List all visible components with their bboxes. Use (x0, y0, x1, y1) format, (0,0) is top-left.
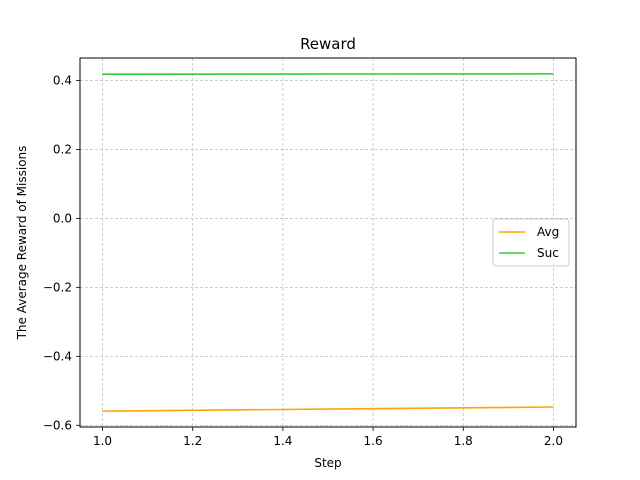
y-tick-label: 0.2 (53, 142, 72, 156)
chart-title: Reward (300, 35, 356, 53)
x-tick-label: 1.8 (454, 434, 473, 448)
x-tick-label: 1.6 (364, 434, 383, 448)
x-axis-label: Step (314, 456, 341, 470)
x-tick-label: 2.0 (544, 434, 563, 448)
plot-frame (79, 57, 577, 428)
y-tick-label: −0.2 (43, 280, 72, 294)
y-axis-label: The Average Reward of Missions (15, 146, 29, 341)
legend-label-avg: Avg (537, 225, 559, 239)
legend: Avg Suc (492, 218, 570, 267)
series-lines (102, 73, 554, 412)
y-tick-label: −0.6 (43, 418, 72, 432)
x-tick-label: 1.0 (93, 434, 112, 448)
legend-box (492, 218, 570, 267)
y-tick-label: 0.0 (53, 211, 72, 225)
y-tick-label: 0.4 (53, 73, 72, 87)
grid (80, 58, 576, 427)
legend-label-suc: Suc (537, 246, 559, 260)
series-line-avg (102, 406, 554, 412)
x-tick-label: 1.2 (183, 434, 202, 448)
y-axis-ticks: −0.6 −0.4 −0.2 0.0 0.2 0.4 (43, 73, 80, 432)
y-tick-label: −0.4 (43, 349, 72, 363)
x-axis-ticks: 1.0 1.2 1.4 1.6 1.8 2.0 (93, 427, 563, 448)
x-tick-label: 1.4 (273, 434, 292, 448)
